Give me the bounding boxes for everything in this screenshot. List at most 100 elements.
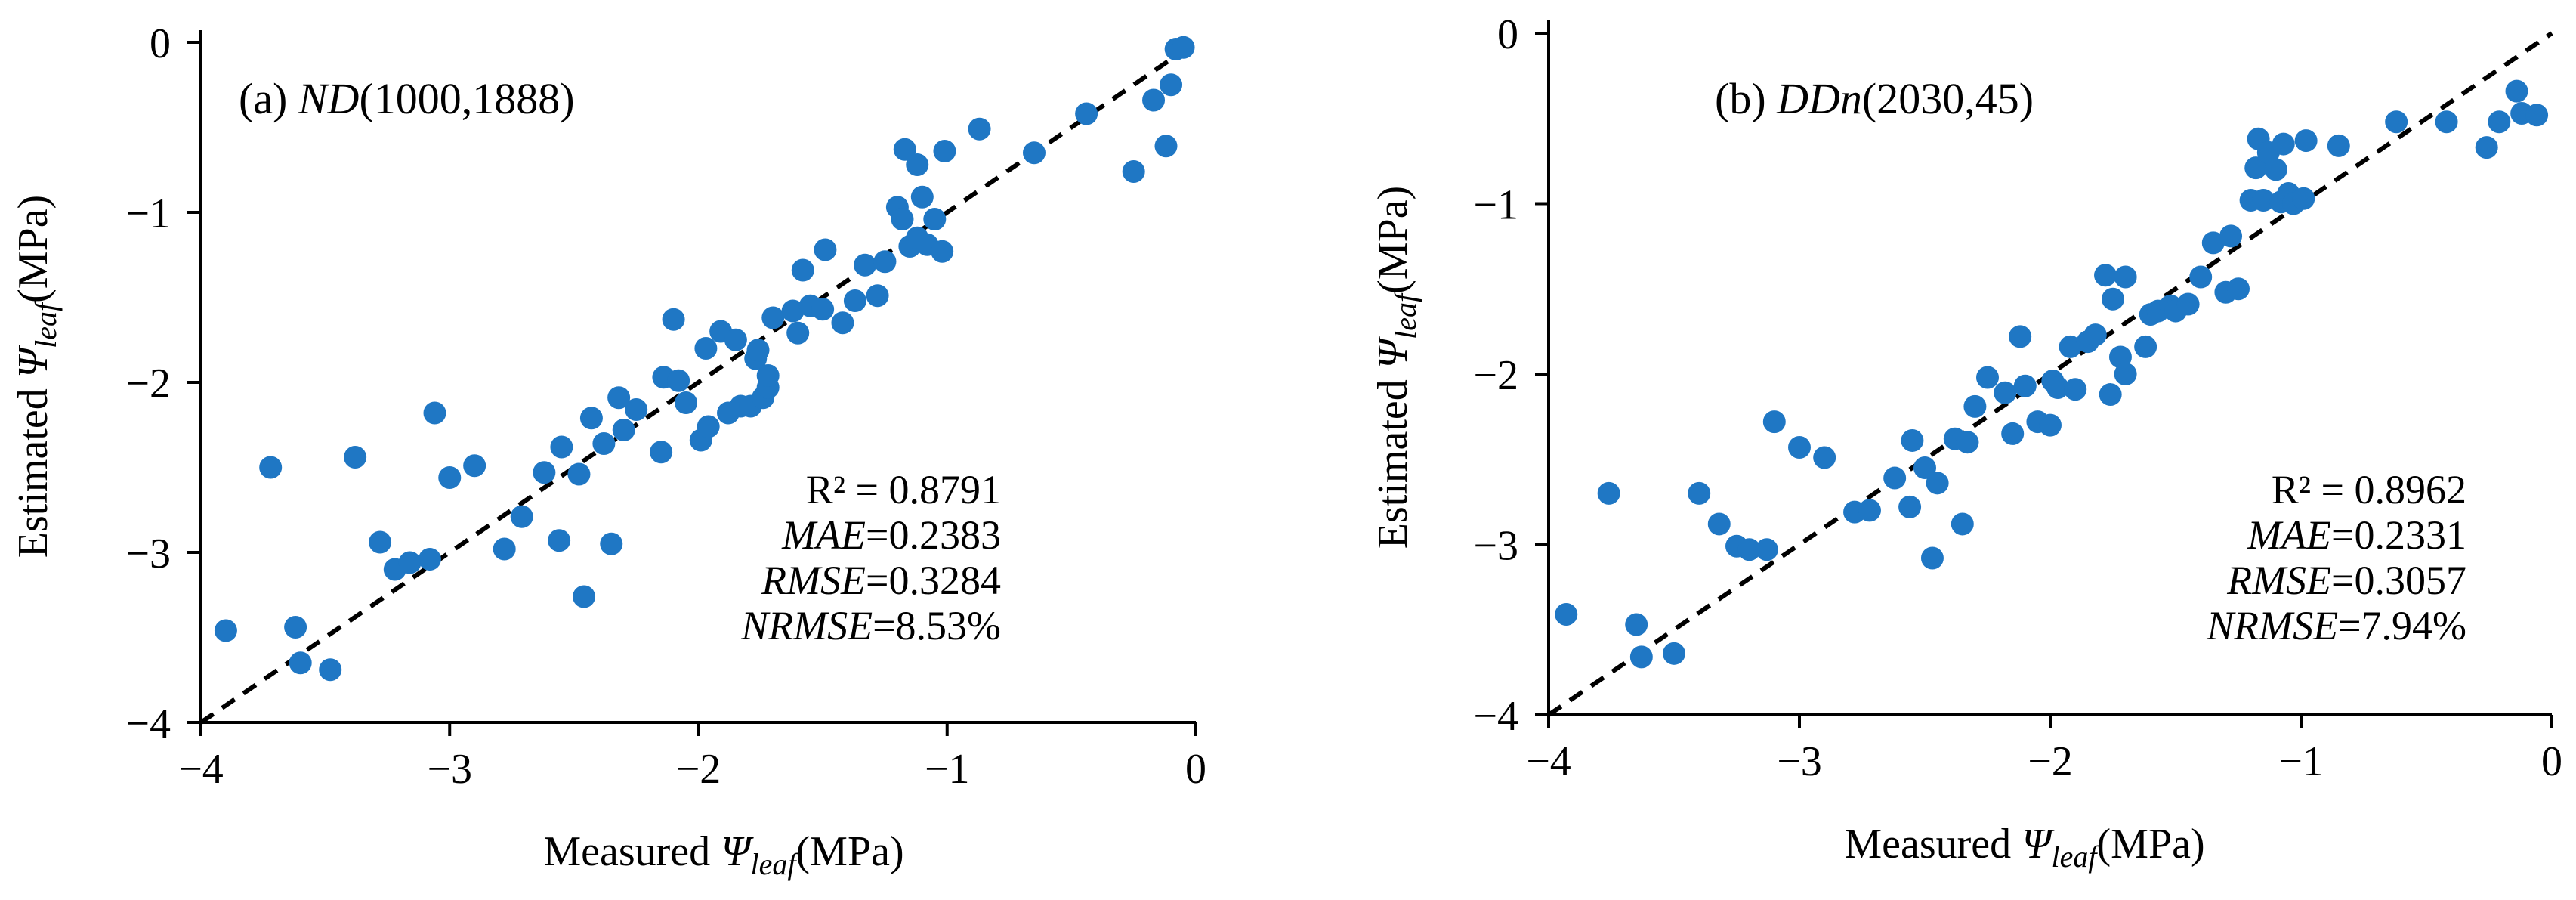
- panel-b-one-to-one-line: [1547, 31, 2553, 717]
- panel-a-y-axis-title: Estimated Ψleaf(MPa): [10, 195, 63, 558]
- panel-b-data-point: [2252, 188, 2275, 212]
- panel-b-y-tick-label: −4: [1473, 693, 1518, 740]
- panel-a-data-point: [612, 419, 635, 441]
- panel-a-data-point: [811, 298, 835, 321]
- panel-b-data-point: [2046, 376, 2069, 400]
- panel-a-data-point: [906, 153, 929, 176]
- panel-b-data-point: [2327, 134, 2350, 157]
- panel-b-data-point: [2435, 110, 2458, 134]
- panel-a-data-point: [873, 250, 897, 274]
- panel-a-x-tick-label: 0: [1185, 746, 1206, 793]
- panel-b-data-point: [1883, 466, 1907, 490]
- panel-b-data-point: [1901, 428, 1924, 452]
- panel-b-data-point: [1963, 394, 1987, 418]
- panel-a-y-tick-label: −2: [125, 360, 171, 407]
- panel-b-data-point: [2083, 323, 2107, 347]
- panel-b-data-point: [2108, 345, 2132, 369]
- panel-b-data-point: [1926, 472, 1949, 495]
- panel-a-data-point: [319, 658, 342, 682]
- panel-b-stat-r2: R² = 0.8962: [2272, 467, 2466, 512]
- panel-a-data-point: [694, 337, 718, 360]
- panel-b-data-point: [1707, 512, 1731, 536]
- panel-b-data-point: [1951, 512, 1974, 536]
- panel-b-data-point: [1858, 499, 1881, 522]
- panel-b-x-tick-label: −3: [1777, 738, 1822, 785]
- panel-a-y-tick-label: −4: [125, 701, 171, 747]
- panel-a-data-point: [724, 328, 747, 351]
- panel-b-y-tick-label: 0: [1497, 11, 1518, 58]
- panel-a-data-point: [891, 208, 914, 230]
- panel-a-data-point: [781, 299, 805, 323]
- panel-a-data-point: [600, 532, 623, 555]
- panel-b-data-point: [2244, 156, 2268, 180]
- panel-a-data-point: [910, 185, 934, 209]
- panel-b-title: (b) DDn(2030,45): [1715, 74, 2034, 123]
- panel-a-data-point: [854, 253, 877, 277]
- panel-b-data-point: [2385, 110, 2408, 134]
- panel-b-data-point: [1737, 538, 1761, 561]
- panel-a-data-point: [289, 651, 312, 675]
- panel-a-data-point: [1075, 102, 1098, 125]
- panel-b-data-point: [2294, 129, 2318, 153]
- panel-a-data-point: [567, 462, 591, 486]
- panel-b-data-point: [1755, 538, 1778, 561]
- panel-a-data-point: [761, 306, 785, 329]
- panel-a-data-point: [284, 616, 307, 639]
- panel-a-data-point: [893, 138, 916, 161]
- panel-a-x-axis-title: Measured Ψleaf(MPa): [543, 828, 903, 881]
- panel-b-data-point: [2272, 132, 2295, 156]
- panel-a-data-point: [573, 585, 596, 608]
- panel-a-data-point: [548, 529, 571, 552]
- panel-a-data-point: [814, 238, 837, 261]
- panel-a-x-tick-label: −2: [676, 746, 721, 793]
- panel-b-data-point: [2009, 325, 2032, 348]
- panel-b-data-point: [2189, 265, 2213, 289]
- panel-b-data-point: [1663, 642, 1685, 665]
- panel-a-data-point: [1022, 141, 1046, 165]
- panel-a-data-point: [746, 339, 770, 362]
- panel-a-data-point: [533, 461, 556, 484]
- panel-a-data-point: [1172, 36, 1195, 59]
- panel-a-y-tick-label: 0: [150, 20, 171, 67]
- panel-b-data-point: [1920, 546, 1944, 570]
- panel-b-data-point: [2099, 383, 2122, 407]
- panel-b-y-axis-title: Estimated Ψleaf(MPa): [1370, 186, 1422, 549]
- panel-a-data-point: [418, 548, 441, 571]
- panel-a-data-point: [831, 311, 854, 335]
- panel-a-data-point: [1142, 88, 1166, 112]
- panel-b-data-point: [2001, 422, 2025, 445]
- panel-b-data-point: [1976, 366, 1999, 389]
- panel-b-data-point: [1625, 613, 1648, 636]
- panel-a-data-point: [786, 321, 810, 345]
- panel-b-data-point: [1788, 435, 1811, 459]
- panel-b-data-point: [2114, 363, 2137, 385]
- panel-a-data-point: [463, 454, 486, 478]
- panel-a-data-point: [579, 407, 603, 430]
- panel-b-x-tick-label: 0: [2541, 738, 2562, 785]
- panel-a-data-point: [923, 208, 947, 230]
- panel-a-data-point: [675, 391, 698, 414]
- panel-a-x-tick-label: −3: [427, 746, 472, 793]
- panel-b-scatter-chart: (b) DDn(2030,45) −4 −3 −2 −1 0 −4 −3 −2 −1 0 R² =…: [1370, 11, 2562, 874]
- panel-b-data-point: [2525, 104, 2549, 127]
- panel-a-data-point: [438, 466, 462, 489]
- panel-a-data-point: [423, 401, 446, 425]
- panel-a-title: (a) ND(1000,1888): [239, 74, 575, 123]
- panel-a-data-point: [259, 456, 283, 479]
- panel-b-data-point: [2201, 231, 2225, 255]
- panel-a-data-point: [667, 369, 690, 392]
- panel-b-data-point: [2094, 264, 2117, 287]
- panel-a-data-point: [1122, 160, 1145, 183]
- panel-b-x-tick-label: −2: [2028, 738, 2073, 785]
- panel-a-data-point: [1160, 73, 1183, 97]
- panel-b-y-tick-label: −2: [1473, 352, 1518, 399]
- panel-a-data-point: [968, 117, 991, 141]
- panel-a-stat-mae: MAE=0.2383: [781, 512, 1001, 558]
- panel-b-data-point: [2227, 277, 2250, 301]
- panel-a-data-point: [550, 435, 573, 459]
- panel-b-data-point: [1994, 381, 2017, 404]
- panel-a-one-to-one-line: [199, 40, 1197, 725]
- panel-a-data-point: [510, 505, 533, 528]
- panel-a-data-point: [756, 364, 780, 387]
